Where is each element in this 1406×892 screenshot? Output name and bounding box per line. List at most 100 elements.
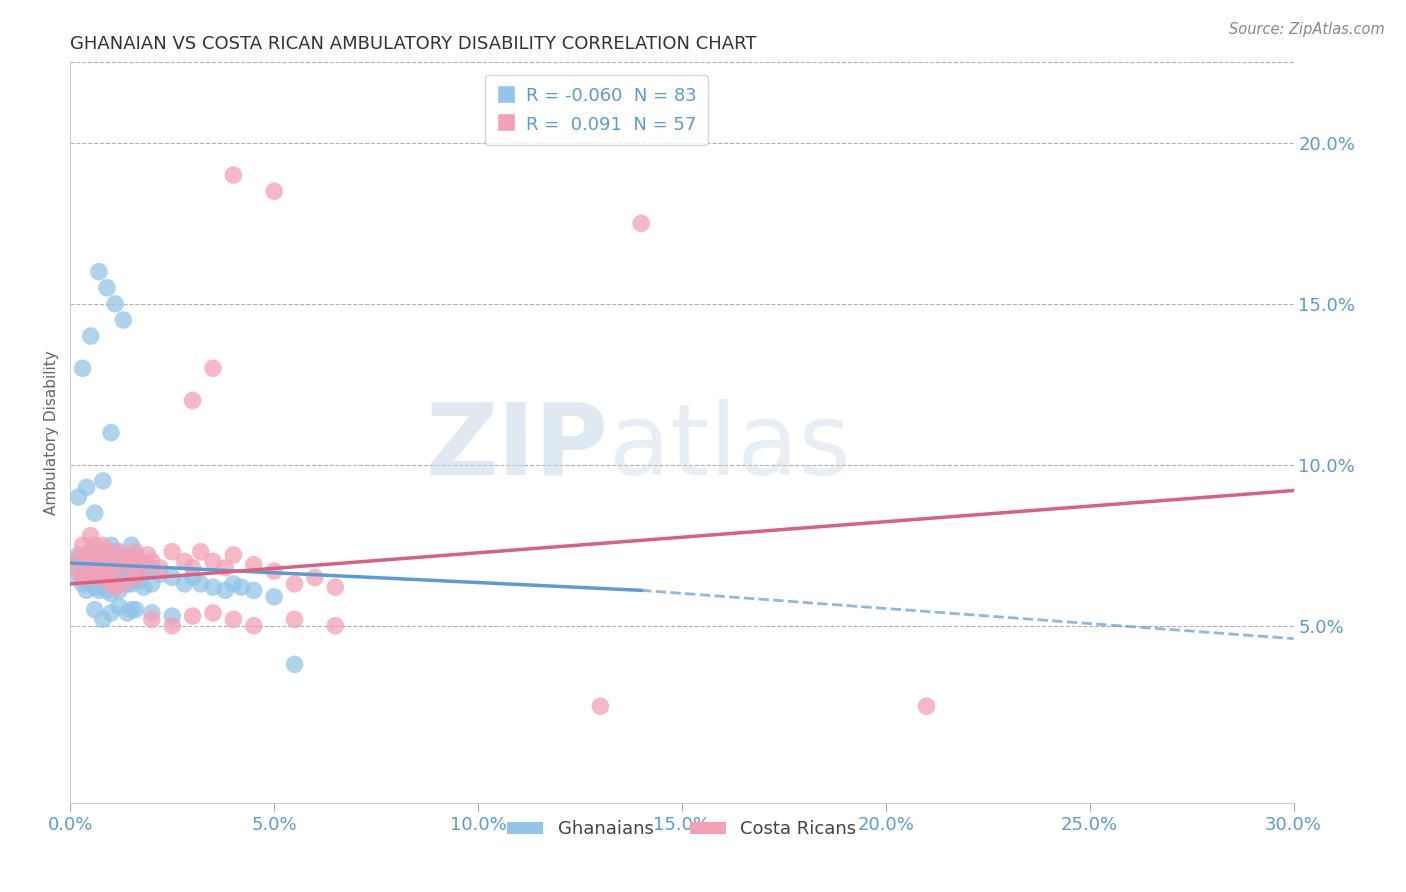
Point bbox=[630, 216, 652, 230]
Point bbox=[128, 554, 150, 568]
Point bbox=[162, 619, 183, 633]
Point bbox=[67, 551, 90, 566]
Point bbox=[132, 564, 155, 578]
Point bbox=[284, 577, 307, 591]
Point bbox=[100, 574, 122, 588]
Point bbox=[72, 538, 94, 552]
Point bbox=[91, 474, 114, 488]
Point bbox=[83, 548, 105, 562]
Point bbox=[100, 577, 122, 591]
Point bbox=[96, 583, 118, 598]
Point bbox=[96, 567, 118, 582]
Point bbox=[76, 574, 98, 588]
Point bbox=[72, 570, 94, 584]
Point bbox=[284, 657, 307, 672]
Point bbox=[117, 577, 139, 591]
Text: Source: ZipAtlas.com: Source: ZipAtlas.com bbox=[1229, 22, 1385, 37]
Point bbox=[124, 570, 146, 584]
Point bbox=[91, 538, 114, 552]
Point bbox=[83, 602, 105, 616]
Point bbox=[87, 570, 110, 584]
Point bbox=[96, 545, 118, 559]
Point bbox=[104, 297, 127, 311]
Point bbox=[83, 564, 105, 578]
Point bbox=[87, 548, 110, 562]
Point bbox=[108, 545, 131, 559]
Point bbox=[162, 545, 183, 559]
Point bbox=[87, 558, 110, 572]
Point bbox=[67, 548, 90, 562]
Point bbox=[87, 570, 110, 584]
Point bbox=[108, 551, 131, 566]
Point bbox=[96, 558, 118, 572]
Point bbox=[76, 480, 98, 494]
Point bbox=[83, 538, 105, 552]
Point bbox=[79, 528, 103, 542]
Point bbox=[124, 548, 146, 562]
Point bbox=[91, 580, 114, 594]
Point bbox=[79, 554, 103, 568]
Point bbox=[83, 506, 105, 520]
Point bbox=[181, 609, 204, 624]
Point bbox=[67, 570, 90, 584]
Point bbox=[202, 606, 225, 620]
Point bbox=[76, 583, 98, 598]
Point bbox=[108, 567, 131, 582]
Point bbox=[202, 554, 225, 568]
Point bbox=[149, 561, 172, 575]
Point bbox=[214, 583, 236, 598]
Point bbox=[181, 561, 204, 575]
Point bbox=[136, 548, 159, 562]
Point bbox=[141, 577, 163, 591]
Point bbox=[112, 558, 135, 572]
Point bbox=[63, 561, 86, 575]
Point bbox=[202, 361, 225, 376]
Point bbox=[100, 538, 122, 552]
Point bbox=[243, 619, 266, 633]
Point bbox=[83, 580, 105, 594]
Text: atlas: atlas bbox=[609, 399, 851, 496]
Point bbox=[91, 551, 114, 566]
Point bbox=[72, 554, 94, 568]
Point bbox=[222, 168, 245, 182]
Point bbox=[100, 554, 122, 568]
Point bbox=[63, 558, 86, 572]
Point bbox=[222, 548, 245, 562]
Point bbox=[76, 561, 98, 575]
Point bbox=[190, 577, 212, 591]
Point bbox=[72, 570, 94, 584]
Point bbox=[76, 548, 98, 562]
Point bbox=[128, 558, 150, 572]
Point bbox=[104, 580, 127, 594]
Point bbox=[284, 612, 307, 626]
Point bbox=[222, 577, 245, 591]
Point bbox=[243, 558, 266, 572]
Point bbox=[173, 577, 195, 591]
Point bbox=[128, 574, 150, 588]
Point bbox=[96, 570, 118, 584]
Point bbox=[91, 561, 114, 575]
Point bbox=[263, 564, 285, 578]
Point bbox=[79, 545, 103, 559]
Point bbox=[121, 538, 143, 552]
Point bbox=[121, 602, 143, 616]
Point bbox=[108, 583, 131, 598]
Text: GHANAIAN VS COSTA RICAN AMBULATORY DISABILITY CORRELATION CHART: GHANAIAN VS COSTA RICAN AMBULATORY DISAB… bbox=[70, 35, 756, 53]
Point bbox=[121, 577, 143, 591]
Point bbox=[108, 599, 131, 614]
Point bbox=[121, 561, 143, 575]
Point bbox=[214, 561, 236, 575]
Point bbox=[112, 577, 135, 591]
Point bbox=[112, 570, 135, 584]
Point bbox=[100, 425, 122, 440]
Point bbox=[104, 561, 127, 575]
Point bbox=[263, 590, 285, 604]
Text: ZIP: ZIP bbox=[426, 399, 609, 496]
Point bbox=[190, 545, 212, 559]
Point bbox=[76, 570, 98, 584]
Point bbox=[141, 554, 163, 568]
Point bbox=[162, 609, 183, 624]
Point bbox=[323, 580, 347, 594]
Point bbox=[117, 564, 139, 578]
Point bbox=[117, 551, 139, 566]
